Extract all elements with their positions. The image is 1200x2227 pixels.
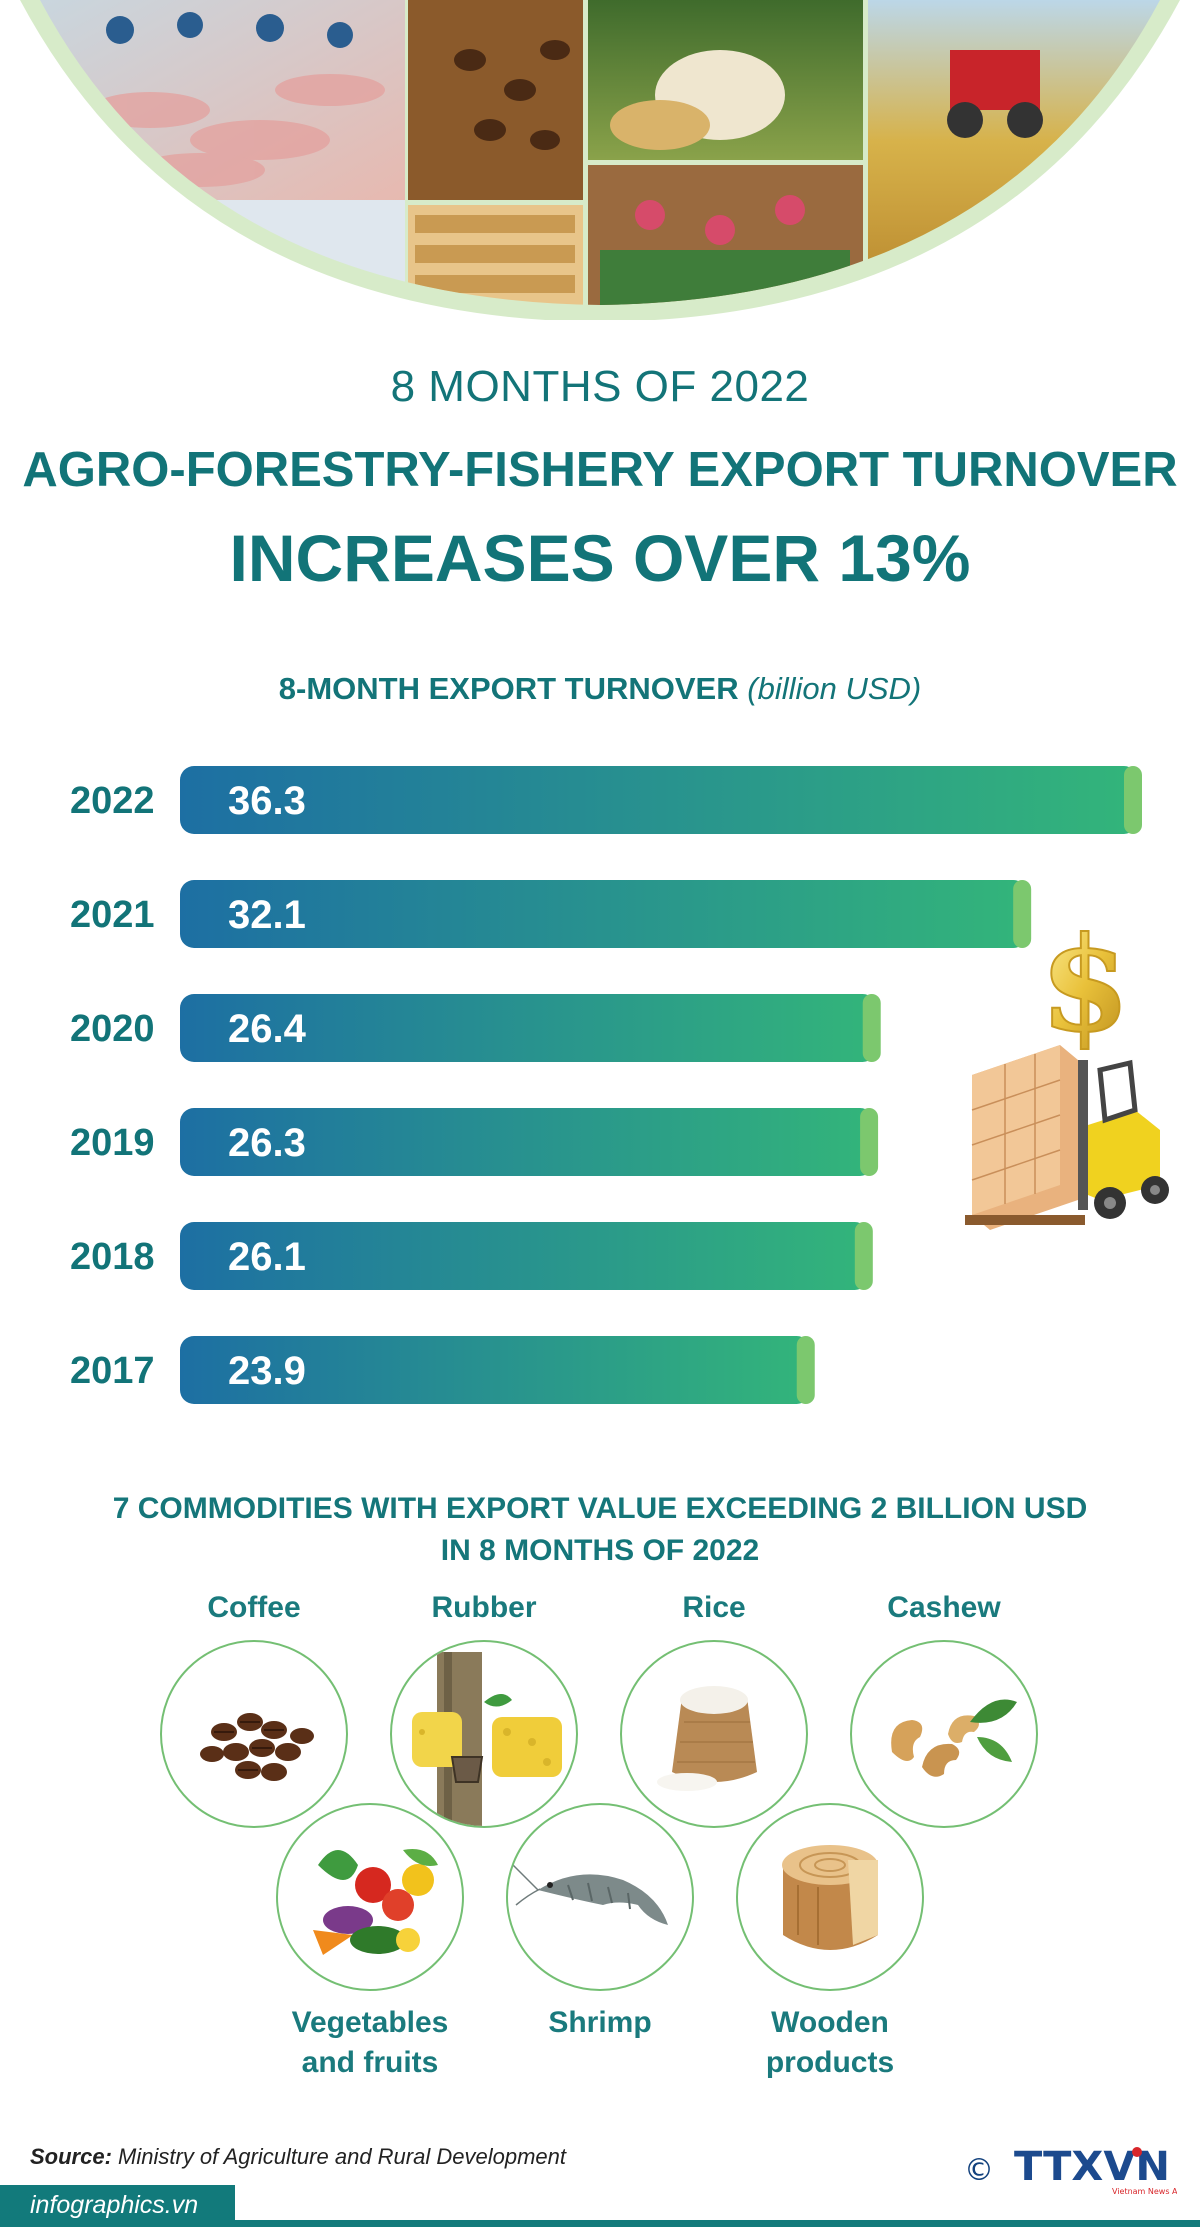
subtitle: 8 MONTHS OF 2022 [390,362,810,411]
commodity-coffee: Coffee [134,1588,374,1828]
value-label: 26.1 [228,1235,306,1279]
value-label: 26.4 [228,1007,307,1051]
hero-photo-collage [0,0,1200,320]
commodity-label: Rubber [431,1591,537,1624]
bar-end-cap [1013,880,1032,948]
commodity-label-line-1: Wooden [771,2006,889,2039]
category-label: 2019 [70,1122,155,1164]
commodity-cashew: Cashew [824,1588,1064,1828]
category-label: 2021 [70,894,155,936]
commodity-label: Shrimp [548,2006,652,2039]
bar [180,1108,875,1176]
bar-end-cap [862,994,881,1062]
bar [180,1336,811,1404]
commodity-label: Wooden products [710,2003,950,2083]
bar [180,994,877,1062]
footer-line [0,2220,1200,2227]
source-note: Source: Ministry of Agriculture and Rura… [30,2144,566,2170]
footer-site-badge: infographics.vn [0,2185,235,2227]
bar-end-cap [796,1336,815,1404]
value-label: 36.3 [228,779,306,823]
commodity-shrimp: Shrimp [480,1803,720,2043]
commodity-label: Coffee [207,1591,301,1624]
rice-sack-icon [620,1640,808,1828]
source-text: Ministry of Agriculture and Rural Develo… [118,2144,566,2169]
chart-unit: (billion USD) [747,671,922,706]
commodity-label-line-2: products [765,2046,895,2079]
bar [180,766,1138,834]
copyright-symbol: © [964,2153,994,2188]
wood-log-icon [736,1803,924,1991]
source-label: Source: [30,2144,112,2169]
commodities-title-line-2: IN 8 MONTHS OF 2022 [440,1534,760,1567]
category-label: 2018 [70,1236,155,1278]
logo-subtext: Vietnam News Agency [1112,2187,1177,2196]
coffee-beans-icon [160,1640,348,1828]
commodities-title-line-1: 7 COMMODITIES WITH EXPORT VALUE EXCEEDIN… [112,1492,1088,1525]
chart-title: 8-MONTH EXPORT TURNOVER (billion USD) [0,671,1200,707]
commodity-wooden-products: Wooden products [710,1803,950,2083]
commodity-label: Rice [682,1591,746,1624]
value-label: 32.1 [228,893,306,937]
vegetables-icon [276,1803,464,1991]
commodity-label-line-1: Vegetables [291,2006,449,2039]
rubber-tree-icon [390,1640,578,1828]
shrimp-icon [506,1803,694,1991]
bar-group-2020: 2020 26.4 [70,994,881,1062]
category-label: 2020 [70,1008,155,1050]
commodity-label-line-2: and fruits [301,2046,439,2079]
commodity-rice: Rice [594,1588,834,1828]
forklift-dollar-icon: $ [965,915,1169,1230]
svg-text:$: $ [1040,915,1130,1061]
value-label: 23.9 [228,1349,306,1393]
bar-end-cap [1124,766,1142,834]
category-label: 2022 [70,780,155,822]
bar [180,880,1028,948]
commodity-vegetables-and-fruits: Vegetables and fruits [250,1803,490,2083]
commodity-rubber: Rubber [364,1588,604,1828]
bar-group-2018: 2018 26.1 [70,1222,873,1290]
bar-group-2017: 2017 23.9 [70,1336,815,1404]
commodity-label: Cashew [887,1591,1001,1624]
title-line-2: INCREASES OVER 13% [229,521,971,595]
bar-group-2022: 2022 36.3 [70,766,1142,834]
commodities-title: 7 COMMODITIES WITH EXPORT VALUE EXCEEDIN… [0,1488,1200,1572]
cashew-icon [850,1640,1038,1828]
logo-text: TTXVN [1014,2144,1170,2190]
bar-end-cap [854,1222,873,1290]
bar-end-cap [860,1108,879,1176]
category-label: 2017 [70,1350,155,1392]
bar-group-2021: 2021 32.1 [70,880,1032,948]
commodity-label: Vegetables and fruits [250,2003,490,2083]
site-link[interactable]: infographics.vn [30,2191,199,2219]
title-line-1: AGRO-FORESTRY-FISHERY EXPORT TURNOVER [22,443,1178,497]
chart-title-text: 8-MONTH EXPORT TURNOVER [278,671,739,706]
ttxvn-logo: © TTXVN Vietnam News Agency [964,2144,1177,2196]
bar [180,1222,869,1290]
value-label: 26.3 [228,1121,306,1165]
bar-group-2019: 2019 26.3 [70,1108,879,1176]
bar-chart: 2022 36.3 2021 32.1 2020 26.4 2019 26.3 2018 26.1… [70,766,1142,1404]
